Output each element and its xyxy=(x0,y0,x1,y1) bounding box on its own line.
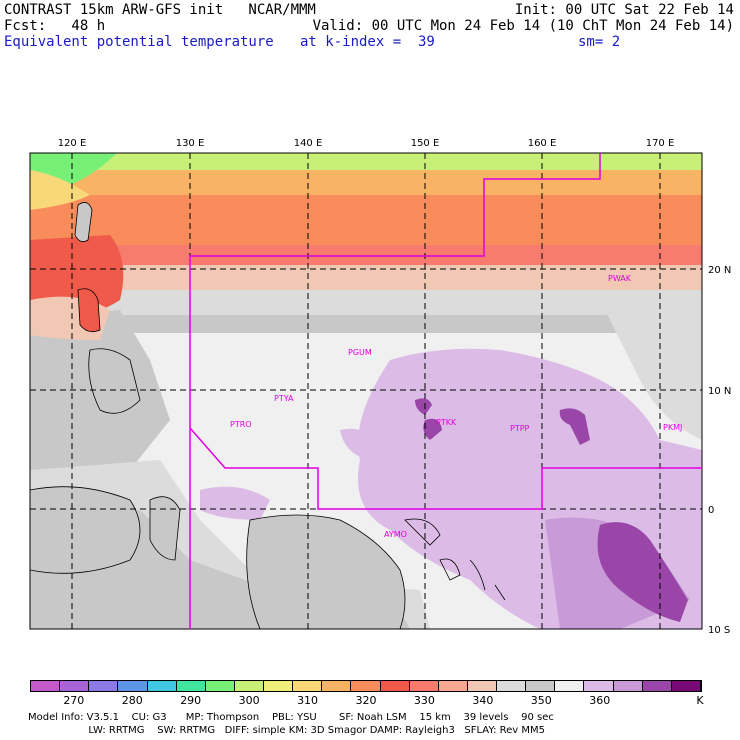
header-field: Equivalent potential temperature xyxy=(4,34,274,50)
lon-label: 140 E xyxy=(294,138,323,149)
colorbar-label: 360 xyxy=(589,694,611,707)
lon-label: 160 E xyxy=(528,138,557,149)
colorbar-swatch xyxy=(31,681,61,691)
colorbar-swatch xyxy=(467,681,497,691)
domain-boundary-south xyxy=(189,427,702,510)
colorbar-label: 330 xyxy=(413,694,435,707)
colorbar-swatch xyxy=(147,681,177,691)
colorbar-swatch xyxy=(613,681,643,691)
header-title: CONTRAST 15km ARW-GFS init NCAR/MMM xyxy=(4,2,316,18)
colorbar-swatch xyxy=(642,681,672,691)
lon-label: 150 E xyxy=(411,138,440,149)
colorbar-label: 310 xyxy=(297,694,319,707)
domain-boundary-north xyxy=(189,153,601,629)
header-valid: Valid: 00 UTC Mon 24 Feb 14 (10 ChT Mon … xyxy=(312,18,734,34)
colorbar-swatch xyxy=(293,681,323,691)
header-forecast: Fcst: 48 h xyxy=(4,18,106,34)
lat-label: 20 N xyxy=(708,265,731,276)
colorbar-swatch xyxy=(409,681,439,691)
colorbar-label: 270 xyxy=(63,694,85,707)
header-level: at k-index = 39 xyxy=(300,34,435,50)
colorbar-swatch xyxy=(584,681,614,691)
station-label: PTKK xyxy=(436,418,457,427)
colorbar-label: 320 xyxy=(355,694,377,707)
colorbar-swatch xyxy=(89,681,119,691)
colorbar-swatch xyxy=(497,681,527,691)
colorbar-swatch xyxy=(438,681,468,691)
colorbar-label: 300 xyxy=(238,694,260,707)
colorbar xyxy=(30,680,702,692)
map-frame xyxy=(29,152,703,630)
colorbar-swatch xyxy=(526,681,556,691)
header-smooth: sm= 2 xyxy=(578,34,621,50)
colorbar-label: 340 xyxy=(472,694,494,707)
theta-e-field xyxy=(30,153,702,629)
colorbar-swatch xyxy=(234,681,264,691)
colorbar-label: 290 xyxy=(180,694,202,707)
lat-label: 10 S xyxy=(708,625,730,636)
lon-label: 120 E xyxy=(58,138,87,149)
colorbar-swatch xyxy=(555,681,585,691)
colorbar-swatch xyxy=(264,681,294,691)
station-label: PWAK xyxy=(608,274,632,283)
colorbar-swatch xyxy=(671,681,701,691)
lon-label: 170 E xyxy=(646,138,675,149)
station-label: PGUM xyxy=(348,348,372,357)
colorbar-unit: K xyxy=(696,694,704,707)
colorbar-swatch xyxy=(118,681,148,691)
colorbar-label: 350 xyxy=(530,694,552,707)
colorbar-swatch xyxy=(351,681,381,691)
footer-model-info: Model Info: V3.5.1 CU: G3 MP: Thompson P… xyxy=(28,712,554,723)
lon-label: 130 E xyxy=(176,138,205,149)
station-label: AYMO xyxy=(384,530,407,539)
header-init: Init: 00 UTC Sat 22 Feb 14 xyxy=(514,2,734,18)
colorbar-swatch xyxy=(380,681,410,691)
lat-label: 0 xyxy=(708,505,714,516)
station-label: PTPP xyxy=(510,424,530,433)
colorbar-swatch xyxy=(322,681,352,691)
station-label: PTYA xyxy=(274,394,294,403)
colorbar-swatch xyxy=(176,681,206,691)
footer-physics-info: LW: RRTMG SW: RRTMG DIFF: simple KM: 3D … xyxy=(28,725,546,736)
station-label: PKMJ xyxy=(663,423,682,432)
station-label: PTRO xyxy=(230,420,252,429)
colorbar-swatch xyxy=(60,681,90,691)
colorbar-swatch xyxy=(205,681,235,691)
lat-label: 10 N xyxy=(708,386,731,397)
colorbar-label: 280 xyxy=(121,694,143,707)
